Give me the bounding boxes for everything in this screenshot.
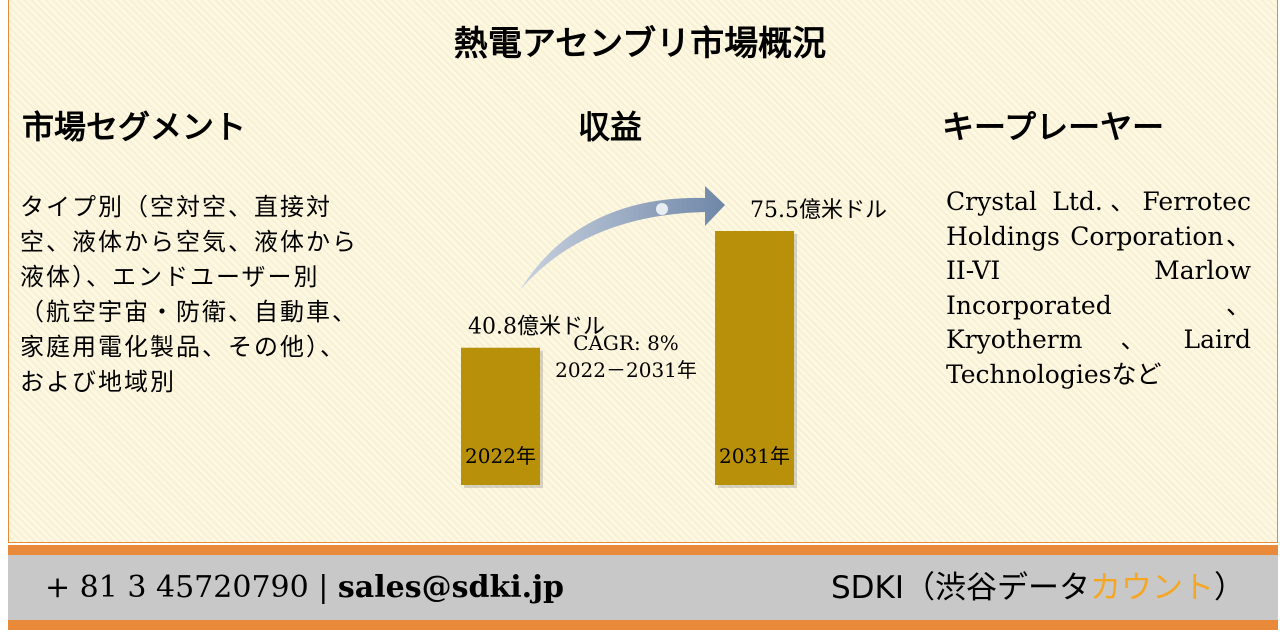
bar xyxy=(715,231,794,485)
brand-end: ） xyxy=(1214,570,1245,606)
separator: | xyxy=(318,570,329,605)
footer xyxy=(8,555,1278,620)
value-label: 75.5億米ドル xyxy=(750,198,887,223)
brand-accent: カウント xyxy=(1090,570,1214,606)
arrow-dot xyxy=(656,203,668,215)
revenue-heading: 収益 xyxy=(578,108,643,146)
panel xyxy=(8,0,1278,543)
contact: + 81 3 45720790 | sales@sdki.jp xyxy=(45,570,564,605)
category-label: 2022年 xyxy=(465,444,536,468)
annotation: 2022－2031年 xyxy=(555,358,697,382)
category-label: 2031年 xyxy=(719,444,790,468)
brand: SDKI（渋谷データカウント） xyxy=(831,562,1245,607)
title: 熱電アセンブリ市場概況 xyxy=(453,24,827,64)
segments-heading: 市場セグメント xyxy=(22,108,247,146)
footer-band xyxy=(8,620,1278,630)
players-heading: キープレーヤー xyxy=(942,108,1165,146)
brand-name: SDKI（渋谷データ xyxy=(830,570,1090,606)
phone: + 81 3 45720790 xyxy=(45,570,309,605)
growth-arrow xyxy=(520,186,725,290)
footer-band xyxy=(8,545,1278,555)
bar xyxy=(461,347,540,485)
annotation: CAGR: 8% xyxy=(573,331,679,355)
segments-text: タイプ別（空対空、直接対空、液体から空気、液体から液体）、エンドユーザー別（航空… xyxy=(20,193,358,396)
email: sales@sdki.jp xyxy=(337,570,564,605)
players-text: Crystal Ltd.、Ferrotec Holdings Corporati… xyxy=(946,187,1251,389)
value-label: 40.8億米ドル xyxy=(468,315,605,340)
